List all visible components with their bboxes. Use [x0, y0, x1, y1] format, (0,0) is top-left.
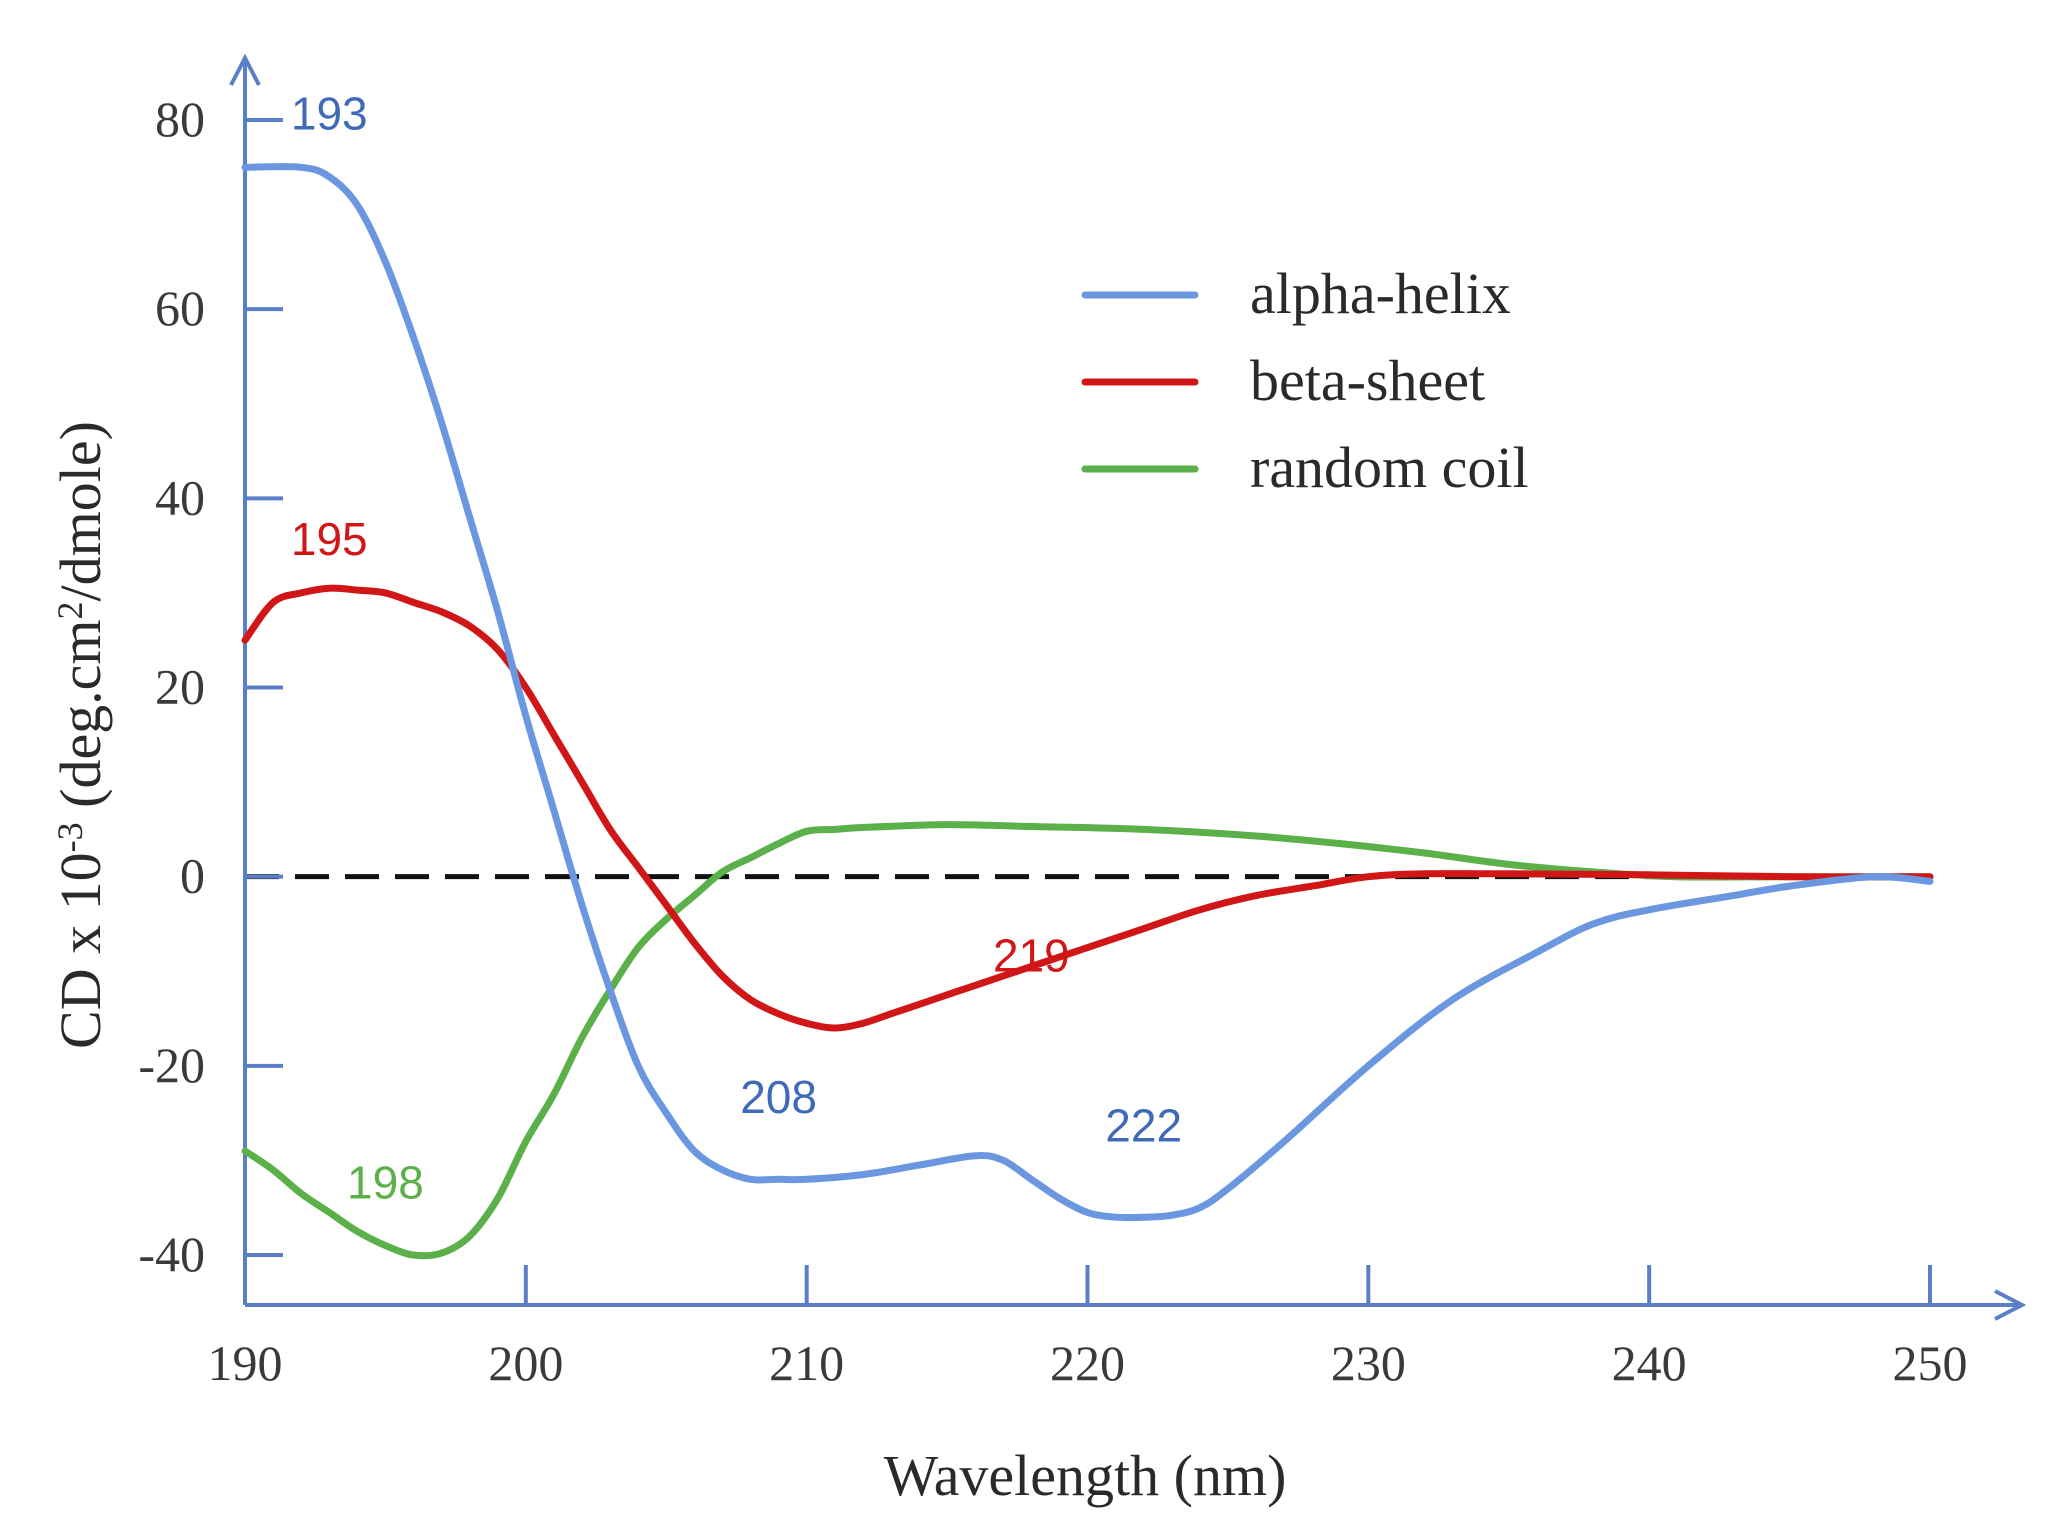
y-axis-title-units: (deg.cm	[48, 619, 113, 822]
legend: alpha-helix beta-sheet random coil	[1081, 261, 1529, 500]
y-tick-label: -40	[138, 1226, 205, 1282]
annotations-layer: 193 195 219 208 222 198	[291, 87, 1182, 1208]
x-tick-label: 190	[208, 1335, 283, 1391]
peak-label-198: 198	[347, 1156, 424, 1208]
y-tick-label: 0	[180, 848, 205, 904]
y-tick-label: 60	[155, 280, 205, 336]
y-tick-label: 40	[155, 469, 205, 525]
peak-label-195: 195	[291, 513, 368, 565]
y-axis-title: CD x 10-3 (deg.cm2/dmole)	[48, 421, 113, 1049]
y-tick-label: 20	[155, 659, 205, 715]
x-tick-label: 230	[1331, 1335, 1406, 1391]
x-tick-label: 210	[769, 1335, 844, 1391]
peak-label-219: 219	[993, 929, 1070, 981]
x-axis-title: Wavelength (nm)	[884, 1443, 1287, 1508]
beta-sheet-line	[241, 584, 1934, 1032]
legend-label-alpha-helix: alpha-helix	[1250, 261, 1511, 326]
series-layer	[241, 163, 1934, 1260]
x-tick-label: 240	[1612, 1335, 1687, 1391]
x-tick-label: 220	[1050, 1335, 1125, 1391]
peak-label-222: 222	[1105, 1100, 1182, 1152]
random-coil-line	[241, 821, 1934, 1260]
legend-label-random-coil: random coil	[1250, 435, 1529, 500]
y-tick-label: 80	[155, 91, 205, 147]
y-axis-title-exponent: -3	[50, 822, 90, 852]
x-axis-arrow	[1994, 1289, 2027, 1321]
legend-label-beta-sheet: beta-sheet	[1250, 348, 1485, 413]
y-axis-title-units-end: /dmole)	[48, 421, 113, 601]
y-axis-arrow	[229, 53, 261, 86]
y-tick-label: -20	[138, 1037, 205, 1093]
peak-label-193: 193	[291, 87, 368, 139]
y-axis-title-units-sup: 2	[50, 601, 90, 619]
x-tick-label: 200	[488, 1335, 563, 1391]
x-tick-label: 250	[1893, 1335, 1968, 1391]
alpha-helix-line	[241, 163, 1934, 1222]
peak-label-208: 208	[740, 1071, 817, 1123]
y-axis-title-main: CD x 10	[48, 852, 113, 1049]
